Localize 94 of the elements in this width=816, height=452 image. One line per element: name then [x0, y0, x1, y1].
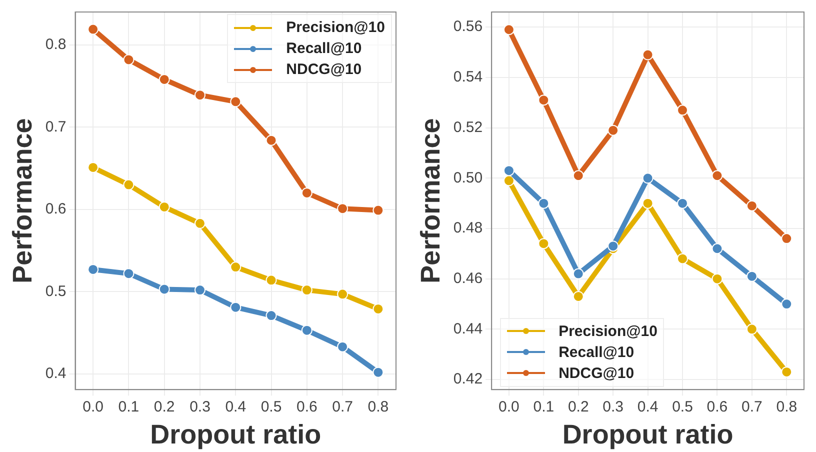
point: [123, 54, 134, 66]
x-tick-label: 0.8: [776, 398, 798, 416]
point: [123, 268, 134, 280]
point: [230, 262, 242, 273]
y-tick-label: 0.54: [453, 68, 483, 86]
point: [746, 324, 758, 335]
x-tick-label: 0.2: [154, 398, 175, 416]
point: [538, 94, 550, 106]
point: [337, 288, 348, 300]
point: [712, 170, 723, 182]
point: [642, 49, 654, 60]
point: [266, 310, 277, 322]
point: [677, 104, 688, 116]
point: [194, 90, 206, 101]
point: [88, 24, 99, 35]
point: [572, 170, 584, 182]
point: [642, 198, 654, 209]
point: [503, 175, 514, 186]
point: [301, 324, 312, 336]
point: [88, 162, 99, 173]
x-tick-label: 0.4: [637, 398, 658, 416]
y-tick-label: 0.42: [453, 370, 483, 388]
point: [781, 366, 792, 378]
point: [538, 238, 550, 250]
legend-label: Recall@10: [558, 344, 634, 361]
point: [337, 203, 348, 214]
x-axis-title: Dropout ratio: [562, 419, 734, 450]
y-tick-label: 0.5: [45, 282, 66, 300]
point: [266, 274, 277, 286]
x-tick-label: 0.7: [332, 398, 353, 416]
legend-label: Precision@10: [286, 19, 385, 36]
x-tick-label: 0.7: [742, 398, 762, 416]
x-tick-label: 0.0: [82, 398, 104, 416]
x-tick-label: 0.1: [118, 398, 140, 416]
point: [158, 74, 170, 85]
point: [372, 366, 384, 378]
point: [642, 172, 654, 184]
legend-label: NDCG@10: [286, 61, 362, 78]
point: [572, 268, 584, 280]
point: [712, 243, 723, 254]
x-tick-label: 0.3: [602, 398, 624, 416]
x-tick-label: 0.1: [533, 398, 554, 416]
legend-label: Precision@10: [558, 322, 658, 340]
point: [266, 134, 277, 146]
x-axis-title: Dropout ratio: [150, 419, 322, 450]
point: [677, 198, 688, 209]
point: [194, 218, 206, 229]
y-tick-label: 0.44: [453, 320, 483, 338]
y-tick-label: 0.6: [45, 200, 66, 218]
y-tick-label: 0.52: [453, 118, 483, 136]
point: [230, 302, 242, 313]
point: [372, 303, 384, 314]
point: [781, 233, 792, 244]
y-axis-title: Performance: [416, 118, 446, 284]
x-tick-label: 0.8: [368, 398, 389, 416]
legend-label: NDCG@10: [558, 364, 634, 382]
point: [538, 198, 550, 209]
point: [572, 290, 584, 302]
x-tick-label: 0.6: [706, 398, 728, 416]
y-tick-label: 0.46: [453, 270, 483, 287]
x-tick-label: 0.4: [225, 398, 246, 416]
y-tick-label: 0.50: [453, 169, 483, 186]
x-tick-label: 0.5: [672, 398, 693, 416]
y-tick-label: 0.4: [45, 365, 66, 382]
x-tick-label: 0.5: [260, 398, 282, 416]
y-tick-label: 0.56: [453, 18, 483, 36]
point: [301, 284, 312, 296]
point: [503, 165, 514, 176]
point: [608, 124, 619, 136]
point: [230, 96, 242, 108]
y-tick-label: 0.48: [453, 220, 483, 237]
point: [712, 273, 723, 284]
point: [158, 201, 170, 212]
y-tick-label: 0.8: [45, 36, 66, 54]
point: [781, 298, 792, 310]
point: [301, 187, 312, 198]
point: [746, 200, 758, 212]
point: [88, 264, 99, 275]
x-tick-label: 0.3: [190, 398, 210, 416]
legend-label: Recall@10: [286, 40, 362, 57]
y-tick-label: 0.7: [45, 118, 66, 136]
point: [677, 253, 688, 264]
x-tick-label: 0.0: [498, 398, 520, 416]
point: [372, 204, 384, 216]
y-axis-title: Performance: [8, 118, 38, 284]
point: [337, 341, 348, 352]
point: [746, 270, 758, 282]
point: [123, 179, 134, 190]
x-tick-label: 0.6: [296, 398, 318, 416]
point: [194, 284, 206, 296]
point: [158, 284, 170, 295]
point: [608, 240, 619, 252]
point: [503, 24, 514, 36]
x-tick-label: 0.2: [568, 398, 589, 416]
